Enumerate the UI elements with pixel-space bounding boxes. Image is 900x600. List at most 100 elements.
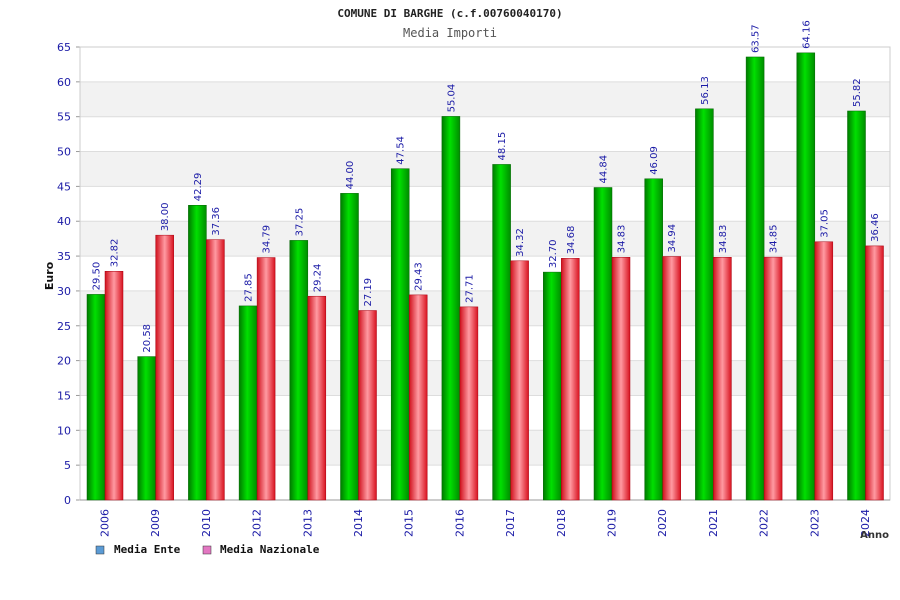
legend-swatch-media-ente <box>95 545 105 555</box>
data-label: 34.83 <box>617 225 628 254</box>
data-label: 42.29 <box>193 173 204 202</box>
x-tick-label: 2019 <box>606 509 619 537</box>
data-label: 29.43 <box>414 262 425 291</box>
x-tick-label: 2010 <box>200 509 213 537</box>
bar-media-nazionale <box>459 306 479 501</box>
data-label: 29.24 <box>312 264 323 293</box>
bar-media-ente <box>745 56 765 501</box>
y-tick-label: 40 <box>57 215 71 228</box>
data-label: 34.68 <box>566 226 577 255</box>
bar-media-ente <box>137 356 156 501</box>
data-label: 34.32 <box>515 228 526 257</box>
data-label: 44.00 <box>345 161 356 190</box>
data-label: 47.54 <box>396 136 407 165</box>
chart-title: COMUNE DI BARGHE (c.f.00760040170) <box>337 7 562 20</box>
bar-media-ente <box>188 205 207 501</box>
y-axis-label: Euro <box>43 261 56 290</box>
data-label: 32.82 <box>110 239 121 268</box>
y-tick-label: 60 <box>57 76 71 89</box>
bar-media-ente <box>543 271 562 501</box>
data-label: 34.83 <box>718 225 729 254</box>
x-tick-label: 2023 <box>808 509 821 537</box>
bar-media-ente <box>390 168 410 501</box>
data-label: 37.36 <box>211 207 222 236</box>
data-label: 38.00 <box>160 203 171 232</box>
bar-media-nazionale <box>510 260 529 501</box>
y-tick-label: 20 <box>57 355 71 368</box>
bar-media-ente <box>644 178 663 501</box>
bar-media-nazionale <box>155 234 174 501</box>
bar-media-ente <box>695 108 714 501</box>
bar-media-nazionale <box>865 245 884 501</box>
data-label: 48.15 <box>497 132 508 161</box>
x-tick-label: 2022 <box>758 509 771 537</box>
y-tick-label: 0 <box>64 494 71 507</box>
x-tick-label: 2006 <box>99 509 112 537</box>
bar-media-ente <box>86 294 106 501</box>
bar-media-nazionale <box>307 295 327 501</box>
data-label: 27.19 <box>363 278 374 307</box>
bar-media-ente <box>796 52 816 501</box>
data-label: 37.25 <box>294 208 305 237</box>
y-tick-label: 50 <box>57 146 71 159</box>
data-label: 56.13 <box>700 76 711 105</box>
data-label: 27.71 <box>464 274 475 303</box>
data-label: 34.79 <box>262 225 273 254</box>
plot-area: 0 5 10 15 20 25 30 35 40 45 50 55 60 65 29.50 32.82 2006… <box>57 20 891 537</box>
x-tick-label: 2024 <box>859 509 872 537</box>
legend-label-media-nazionale: Media Nazionale <box>220 543 320 556</box>
bar-media-nazionale <box>408 294 428 501</box>
data-label: 55.82 <box>852 78 863 107</box>
data-label: 44.84 <box>599 155 610 184</box>
bar-media-nazionale <box>206 239 225 501</box>
x-tick-label: 2009 <box>149 509 162 537</box>
data-label: 32.70 <box>548 239 559 268</box>
x-tick-label: 2014 <box>352 509 365 537</box>
bar-media-nazionale <box>256 257 276 501</box>
y-tick-label: 35 <box>57 250 71 263</box>
x-tick-label: 2015 <box>403 509 416 537</box>
data-label: 34.85 <box>769 224 780 253</box>
bar-media-ente <box>441 116 461 501</box>
bar-media-ente <box>238 305 258 501</box>
bar-media-ente <box>593 187 613 501</box>
data-label: 55.04 <box>446 84 457 113</box>
data-label: 64.16 <box>801 20 812 49</box>
data-label: 63.57 <box>751 24 762 53</box>
y-tick-label: 55 <box>57 111 71 124</box>
data-label: 46.09 <box>649 146 660 175</box>
x-tick-label: 2013 <box>301 509 314 537</box>
y-tick-label: 65 <box>57 41 71 54</box>
bar-media-ente <box>847 110 866 501</box>
x-tick-label: 2020 <box>656 509 669 537</box>
bar-media-nazionale <box>814 241 834 501</box>
grid-band <box>80 81 890 117</box>
data-label: 34.94 <box>667 224 678 253</box>
data-label: 37.05 <box>819 209 830 238</box>
legend-label-media-ente: Media Ente <box>114 543 181 556</box>
data-label: 29.50 <box>92 262 103 291</box>
bar-media-ente <box>492 164 511 501</box>
y-tick-label: 10 <box>57 424 71 437</box>
chart-subtitle: Media Importi <box>403 26 497 40</box>
x-tick-label: 2016 <box>453 509 466 537</box>
x-tick-label: 2012 <box>251 509 264 537</box>
data-label: 36.46 <box>870 213 881 242</box>
y-tick-label: 45 <box>57 180 71 193</box>
bar-media-nazionale <box>561 258 580 501</box>
x-tick-label: 2017 <box>504 509 517 537</box>
legend: Media Ente Media Nazionale <box>95 543 320 556</box>
y-tick-label: 25 <box>57 320 71 333</box>
x-tick-label: 2021 <box>707 509 720 537</box>
bar-media-nazionale <box>662 256 681 501</box>
bar-media-nazionale <box>763 256 783 501</box>
bar-media-nazionale <box>104 271 124 501</box>
y-tick-label: 5 <box>64 459 71 472</box>
y-tick-label: 30 <box>57 285 71 298</box>
bar-media-ente <box>340 193 359 501</box>
bar-media-nazionale <box>611 257 631 501</box>
y-tick-label: 15 <box>57 389 71 402</box>
bar-media-nazionale <box>358 310 377 501</box>
data-label: 27.85 <box>244 273 255 302</box>
